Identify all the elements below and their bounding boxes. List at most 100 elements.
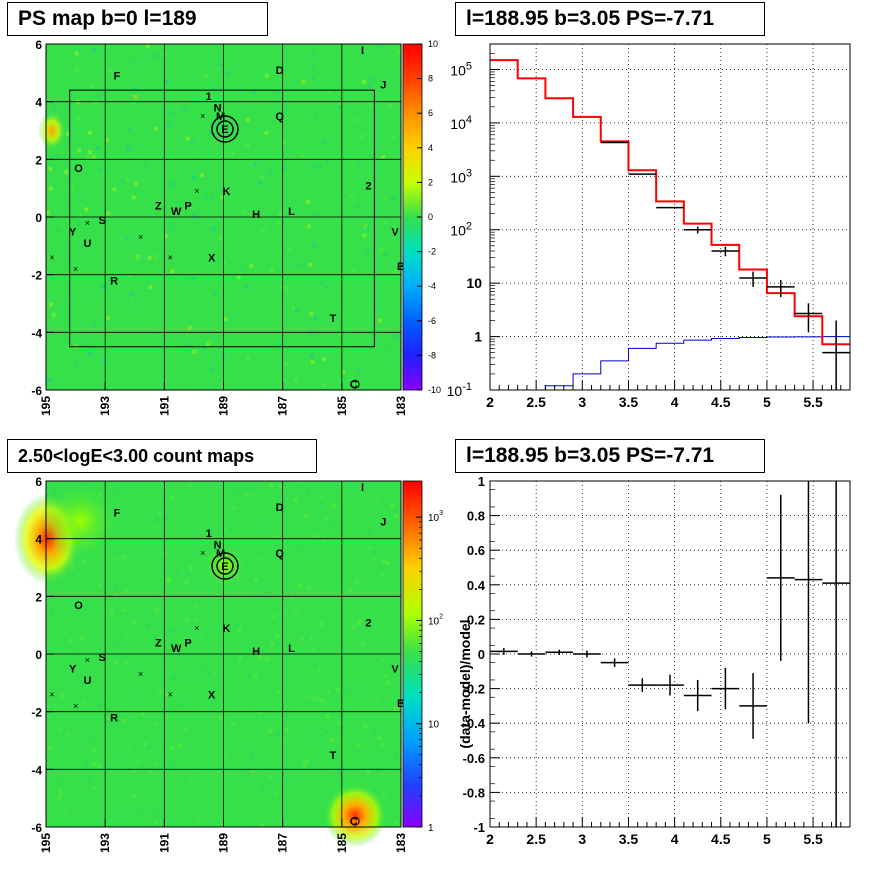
y-tick-label-exp: 2 — [466, 221, 472, 233]
map-pixel — [105, 707, 110, 712]
map-pixel — [133, 181, 138, 186]
map-pixel — [274, 790, 279, 795]
map-pixel — [207, 340, 212, 345]
map-pixel — [223, 625, 228, 630]
map-pixel — [307, 586, 312, 591]
x-tick-label: 3.5 — [619, 831, 639, 847]
map-pixel — [148, 284, 153, 289]
map-pixel — [172, 70, 177, 75]
x-tick-label: 4.5 — [711, 831, 731, 847]
map-pixel — [317, 164, 322, 169]
ps-circle-inner — [216, 557, 234, 575]
map-pixel — [155, 514, 160, 519]
map-pixel — [238, 774, 243, 779]
map-pixel — [320, 621, 325, 626]
y-tick-label: -1 — [473, 820, 485, 835]
map-pixel — [284, 714, 289, 719]
source-circle — [350, 816, 360, 826]
map-pixel — [163, 552, 168, 557]
map-pixel — [251, 768, 256, 773]
map-pixel — [187, 325, 192, 330]
map-pixel — [251, 89, 256, 94]
map-pixel — [381, 559, 386, 564]
map-pixel — [276, 70, 281, 75]
source-label: D — [276, 65, 284, 77]
map-pixel — [146, 623, 151, 628]
map-pixel — [306, 200, 311, 205]
colorbar-tick-label: -2 — [428, 247, 436, 257]
map-pixel — [104, 138, 109, 143]
map-pixel — [170, 269, 175, 274]
x-tick-label: 183 — [394, 833, 408, 853]
map-pixel — [257, 710, 262, 715]
map-pixel — [54, 154, 59, 159]
map-pixel — [85, 156, 90, 161]
map-pixel — [205, 672, 210, 677]
hotspot — [323, 783, 388, 848]
source-cross: × — [194, 186, 199, 196]
map-pixel — [295, 485, 300, 490]
map-pixel — [48, 302, 53, 307]
map-pixel — [88, 150, 93, 155]
map-pixel — [364, 248, 369, 253]
map-pixel — [52, 106, 57, 111]
map-pixel — [171, 182, 176, 187]
map-pixel — [220, 187, 225, 192]
map-pixel — [91, 735, 96, 740]
y-tick-label: 0 — [35, 648, 42, 662]
map-pixel — [126, 743, 131, 748]
source-label: R — [110, 712, 118, 724]
source-label: W — [171, 643, 182, 655]
y-tick-label: 1 — [474, 329, 482, 345]
map-pixel — [124, 660, 129, 665]
colorbar-tick-label: 102 — [428, 613, 443, 627]
map-pixel — [93, 100, 98, 105]
map-pixel — [322, 383, 327, 388]
map-pixel — [288, 89, 293, 94]
map-pixel — [174, 652, 179, 657]
map-pixel — [200, 666, 205, 671]
map-pixel — [352, 118, 357, 123]
map-pixel — [393, 261, 398, 266]
map-pixel — [105, 316, 110, 321]
map-pixel — [363, 280, 368, 285]
map-pixel — [285, 726, 290, 731]
map-pixel — [77, 164, 82, 169]
map-pixel — [95, 173, 100, 178]
map-pixel — [224, 185, 229, 190]
map-pixel — [326, 89, 331, 94]
map-pixel — [207, 220, 212, 225]
map-pixel — [278, 484, 283, 489]
y-tick-label: 1 — [478, 474, 485, 489]
map-pixel — [357, 161, 362, 166]
map-pixel — [394, 706, 399, 711]
map-pixel — [63, 365, 68, 370]
map-pixel — [299, 637, 304, 642]
map-pixel — [198, 583, 203, 588]
y-tick-label-exp: -1 — [462, 381, 472, 393]
map-pixel — [310, 360, 315, 365]
source-label: N — [214, 539, 222, 551]
map-pixel — [140, 306, 145, 311]
map-pixel — [174, 570, 179, 575]
map-pixel — [276, 689, 281, 694]
source-label: Q — [275, 548, 284, 560]
map-pixel — [371, 729, 376, 734]
map-pixel — [260, 175, 265, 180]
map-pixel — [249, 160, 254, 165]
map-pixel — [244, 106, 249, 111]
x-tick-label: 193 — [98, 833, 112, 853]
map-pixel — [283, 361, 288, 366]
source-cross: × — [168, 252, 173, 262]
y-tick-label-base: 10 — [450, 223, 466, 239]
y-tick-label: 0.4 — [467, 578, 486, 593]
map-pixel — [141, 712, 146, 717]
map-pixel — [163, 234, 168, 239]
map-pixel — [137, 669, 142, 674]
map-pixel — [200, 173, 205, 178]
map-pixel — [314, 661, 319, 666]
map-pixel — [236, 275, 241, 280]
count-map-title: 2.50<logE<3.00 count maps — [7, 439, 317, 473]
map-pixel — [167, 378, 172, 383]
source-cross: × — [49, 252, 54, 262]
